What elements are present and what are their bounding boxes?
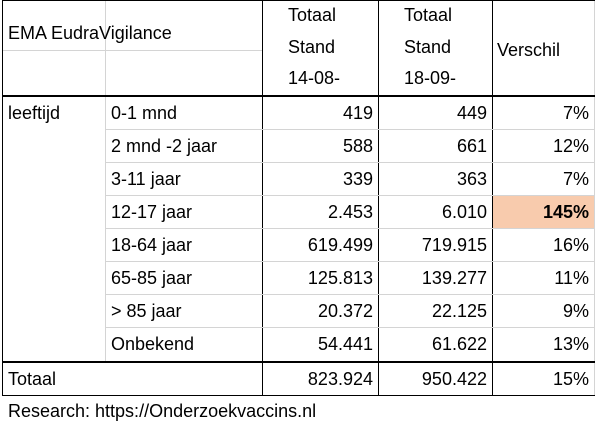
total-value: 15% [552,368,589,389]
cell-value: 661 [456,135,487,156]
row-label: Onbekend [111,333,195,354]
grid-line [105,294,595,295]
header-line: 14-08- [288,68,341,88]
grid-line [105,0,106,362]
row-label: 3-11 jaar [111,168,181,189]
grid-line [105,129,595,130]
header-line: 18-09- [404,68,457,88]
cell-value: 20.372 [317,300,373,321]
row-label: 2 mnd -2 jaar [111,135,218,156]
total-value: 823.924 [307,368,373,389]
grid-line [105,195,595,196]
cell-value: 12% [552,135,589,156]
border [2,0,595,1]
cell-value: 125.813 [307,267,373,288]
cell-value: 7% [562,102,589,123]
cell-value: 139.277 [421,267,487,288]
cell-value: 2.453 [327,201,373,222]
row-label: 18-64 jaar [111,234,193,255]
cell-value: 339 [342,168,373,189]
total-value: 950.422 [421,368,487,389]
cell-value: 11% [554,267,589,288]
grid-line [105,261,595,262]
cell-value: 619.499 [307,234,373,255]
row-label: 0-1 mnd [111,102,178,123]
cell-value: 6.010 [441,201,487,222]
cell-value: 419 [342,102,373,123]
grid-line [105,228,595,229]
border [378,0,379,396]
cell-value: 13% [552,333,589,354]
row-label: 65-85 jaar [111,267,193,288]
cell-value: 9% [562,300,589,321]
grid-line [105,327,595,328]
border [2,361,595,363]
border [492,0,493,396]
header-line: Stand [404,36,452,57]
cell-value: 61.622 [431,333,487,354]
border [2,95,595,97]
cell-value: 22.125 [431,300,487,321]
cell-value: 363 [456,168,487,189]
cell-value: 54.441 [317,333,373,354]
border [262,0,263,396]
header-line: Totaal [288,5,337,25]
cell-value: 145% [542,201,589,222]
header-title: EMA EudraVigilance [8,22,172,43]
header-line: Totaal [404,5,453,25]
grid-line [105,162,595,163]
header-line: Stand [288,36,336,57]
border [2,0,3,396]
row-label: > 85 jaar [111,300,182,321]
grid-line [594,0,595,395]
cell-value: 7% [562,168,589,189]
cell-value: 719.915 [421,234,487,255]
row-label: 12-17 jaar [111,201,193,222]
highlight [493,196,594,228]
grid-line [2,50,262,51]
cell-value: 588 [342,135,373,156]
border [2,395,595,396]
group-label: leeftijd [8,102,61,123]
header-diff: Verschil [497,39,561,60]
footer: Research: https://Onderzoekvaccins.nl [8,401,317,421]
total-label: Totaal [8,368,57,389]
cell-value: 449 [456,102,487,123]
cell-value: 16% [552,234,589,255]
